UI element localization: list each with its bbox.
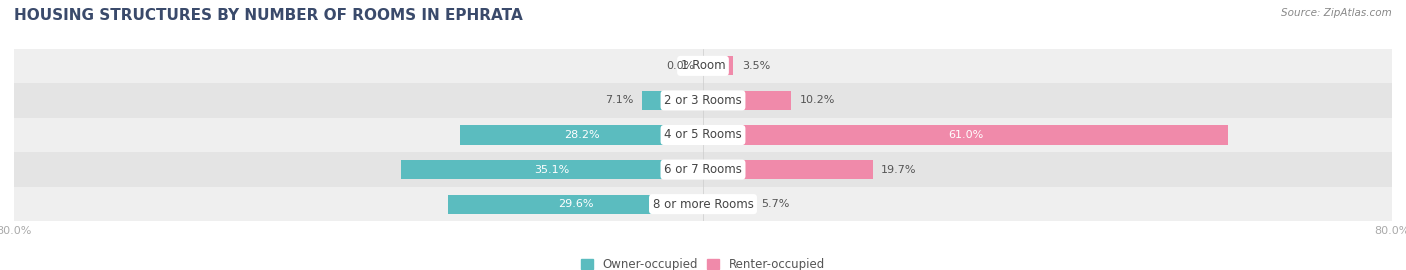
Bar (643, 91, 703, 110)
Bar (14, 83, 1392, 118)
Text: 3.5%: 3.5% (742, 61, 770, 71)
Bar (703, 126, 1229, 144)
Bar (14, 152, 1392, 187)
Text: 8 or more Rooms: 8 or more Rooms (652, 198, 754, 211)
Bar (703, 195, 752, 214)
Text: 5.7%: 5.7% (761, 199, 789, 209)
Text: Source: ZipAtlas.com: Source: ZipAtlas.com (1281, 8, 1392, 18)
Text: 10.2%: 10.2% (800, 95, 835, 106)
Bar (401, 160, 703, 179)
Text: 7.1%: 7.1% (605, 95, 633, 106)
Text: 28.2%: 28.2% (564, 130, 599, 140)
Bar (703, 56, 733, 75)
Bar (703, 160, 873, 179)
Bar (14, 187, 1392, 221)
Text: 35.1%: 35.1% (534, 164, 569, 175)
Bar (703, 91, 790, 110)
Text: 4 or 5 Rooms: 4 or 5 Rooms (664, 129, 742, 141)
Text: HOUSING STRUCTURES BY NUMBER OF ROOMS IN EPHRATA: HOUSING STRUCTURES BY NUMBER OF ROOMS IN… (14, 8, 523, 23)
Bar (14, 49, 1392, 83)
Text: 0.0%: 0.0% (666, 61, 695, 71)
Bar (14, 118, 1392, 152)
Bar (460, 126, 703, 144)
Legend: Owner-occupied, Renter-occupied: Owner-occupied, Renter-occupied (576, 254, 830, 270)
Text: 1 Room: 1 Room (681, 59, 725, 72)
Bar (449, 195, 703, 214)
Text: 2 or 3 Rooms: 2 or 3 Rooms (664, 94, 742, 107)
Text: 61.0%: 61.0% (948, 130, 983, 140)
Text: 6 or 7 Rooms: 6 or 7 Rooms (664, 163, 742, 176)
Text: 19.7%: 19.7% (882, 164, 917, 175)
Text: 29.6%: 29.6% (558, 199, 593, 209)
